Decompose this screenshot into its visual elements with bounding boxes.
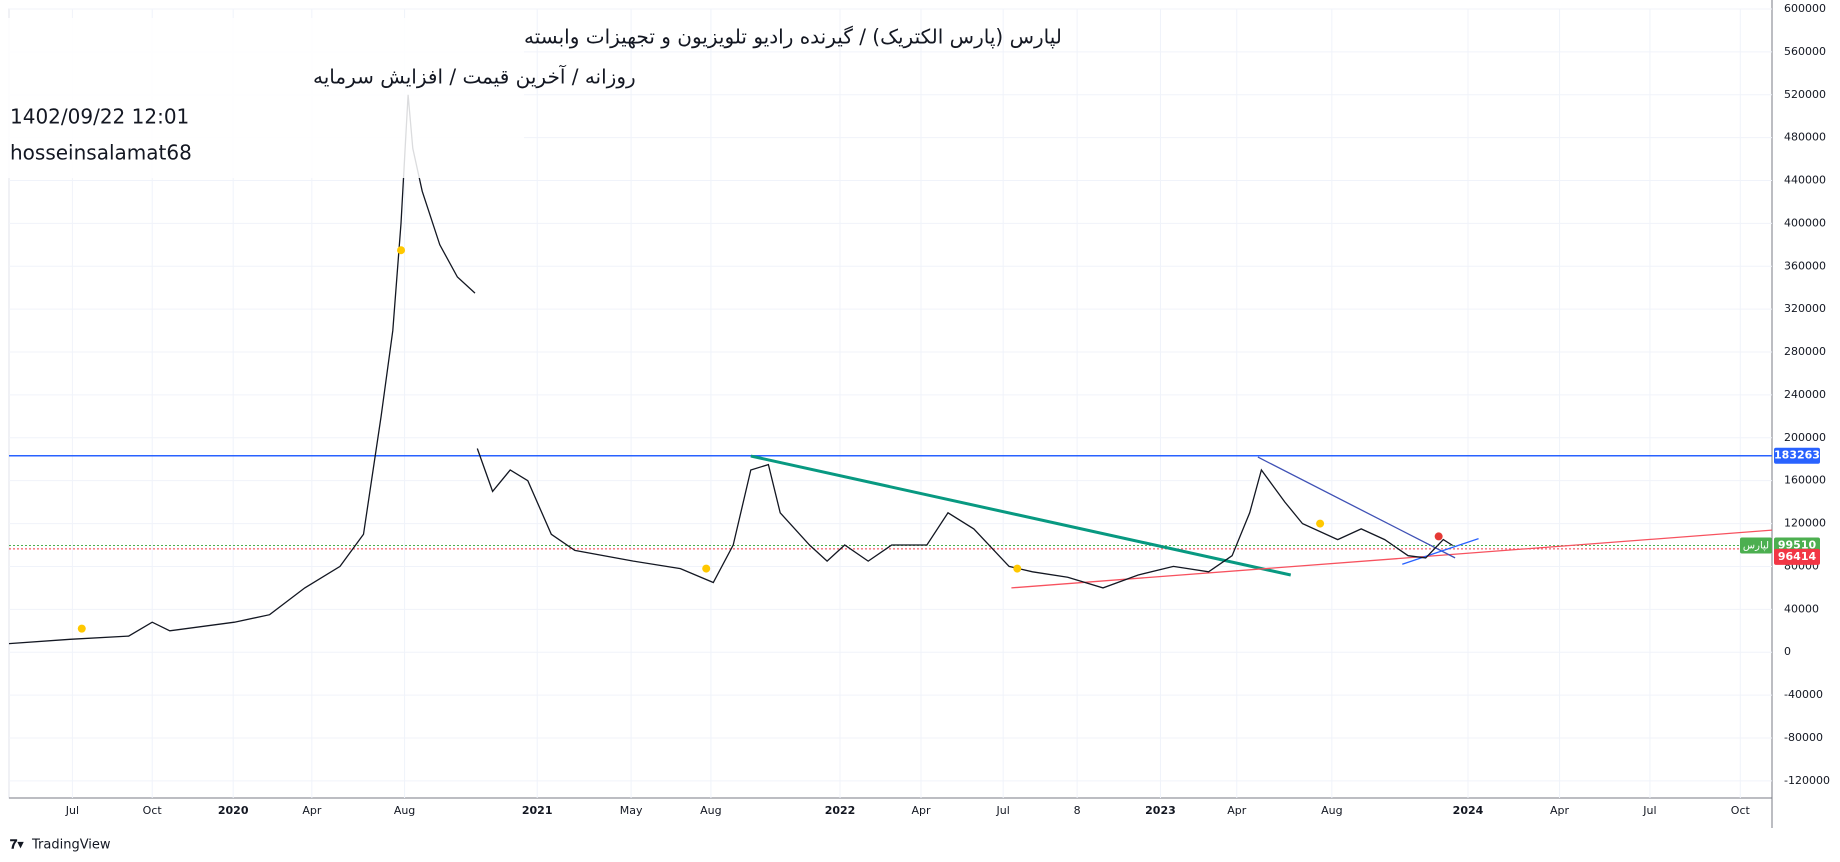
- chart-title: لپارس (پارس الکتریک) / گیرنده رادیو تلوی…: [524, 25, 1062, 50]
- y-tick-label: 240000: [1784, 388, 1826, 401]
- y-tick-label: 360000: [1784, 259, 1826, 272]
- y-tick-label: 520000: [1784, 88, 1826, 101]
- grid: [8, 0, 1773, 828]
- plot: [8, 94, 1773, 645]
- marker: [397, 246, 406, 255]
- x-tick-label: May: [620, 804, 643, 817]
- x-tick-label: Aug: [1321, 804, 1342, 817]
- x-tick-label: 2020: [218, 804, 249, 817]
- y-tick-label: 600000: [1784, 2, 1826, 15]
- y-tick-label: 280000: [1784, 345, 1826, 358]
- header-bg: [4, 18, 524, 178]
- x-tick-label: Aug: [700, 804, 721, 817]
- x-tick-label: Apr: [1227, 804, 1247, 817]
- y-tick-label: -120000: [1784, 774, 1830, 787]
- y-tick-label: 440000: [1784, 174, 1826, 187]
- brand: TradingView: [31, 838, 111, 853]
- price-label: 183263: [1774, 449, 1820, 462]
- price-line: [8, 94, 1454, 645]
- y-tick-label: 320000: [1784, 302, 1826, 315]
- x-tick-label: 2023: [1145, 804, 1176, 817]
- marker: [702, 564, 711, 573]
- x-tick-label: Apr: [912, 804, 932, 817]
- marker: [1434, 532, 1443, 541]
- trend-line: [1011, 529, 1773, 589]
- y-tick-label: 0: [1784, 645, 1791, 658]
- brand-logo: 𝟕▾: [10, 838, 24, 853]
- trend-line: [1402, 537, 1479, 565]
- y-tick-label: 200000: [1784, 431, 1826, 444]
- trend-line: [1257, 456, 1456, 559]
- price-label: 99510: [1778, 539, 1817, 552]
- symbol-label: لپارس: [1743, 541, 1769, 552]
- author: hosseinsalamat68: [10, 141, 192, 165]
- y-tick-label: 400000: [1784, 216, 1826, 229]
- marker: [1316, 519, 1325, 528]
- price-label: 96414: [1778, 550, 1817, 563]
- x-tick-label: Jul: [1642, 804, 1656, 817]
- marker: [1013, 564, 1022, 573]
- x-tick-label: 8: [1074, 804, 1081, 817]
- x-tick-label: Aug: [394, 804, 415, 817]
- price-label-bg: [1774, 447, 1820, 464]
- y-tick-label: -80000: [1784, 731, 1823, 744]
- y-tick-label: 120000: [1784, 517, 1826, 530]
- y-tick-label: 160000: [1784, 474, 1826, 487]
- y-tick-label: -40000: [1784, 688, 1823, 701]
- y-tick-label: 40000: [1784, 602, 1819, 615]
- x-tick-label: Jul: [65, 804, 79, 817]
- date: 1402/09/22 12:01: [10, 105, 189, 129]
- x-tick-label: Oct: [143, 804, 163, 817]
- x-tick-label: 2022: [825, 804, 856, 817]
- x-tick-label: 2024: [1453, 804, 1484, 817]
- x-tick-label: 2021: [522, 804, 553, 817]
- symbol-label-bg: [1740, 537, 1772, 554]
- x-tick-label: Apr: [302, 804, 322, 817]
- x-tick-label: Apr: [1550, 804, 1570, 817]
- chart-subtitle: روزانه / آخرین قیمت / افزایش سرمایه: [313, 64, 636, 89]
- x-tick-label: Jul: [996, 804, 1010, 817]
- y-tick-label: 560000: [1784, 45, 1826, 58]
- marker: [77, 624, 86, 633]
- x-tick-label: Oct: [1731, 804, 1751, 817]
- price-label-bg: [1774, 548, 1820, 565]
- trend-line: [750, 454, 1292, 577]
- y-tick-label: 480000: [1784, 131, 1826, 144]
